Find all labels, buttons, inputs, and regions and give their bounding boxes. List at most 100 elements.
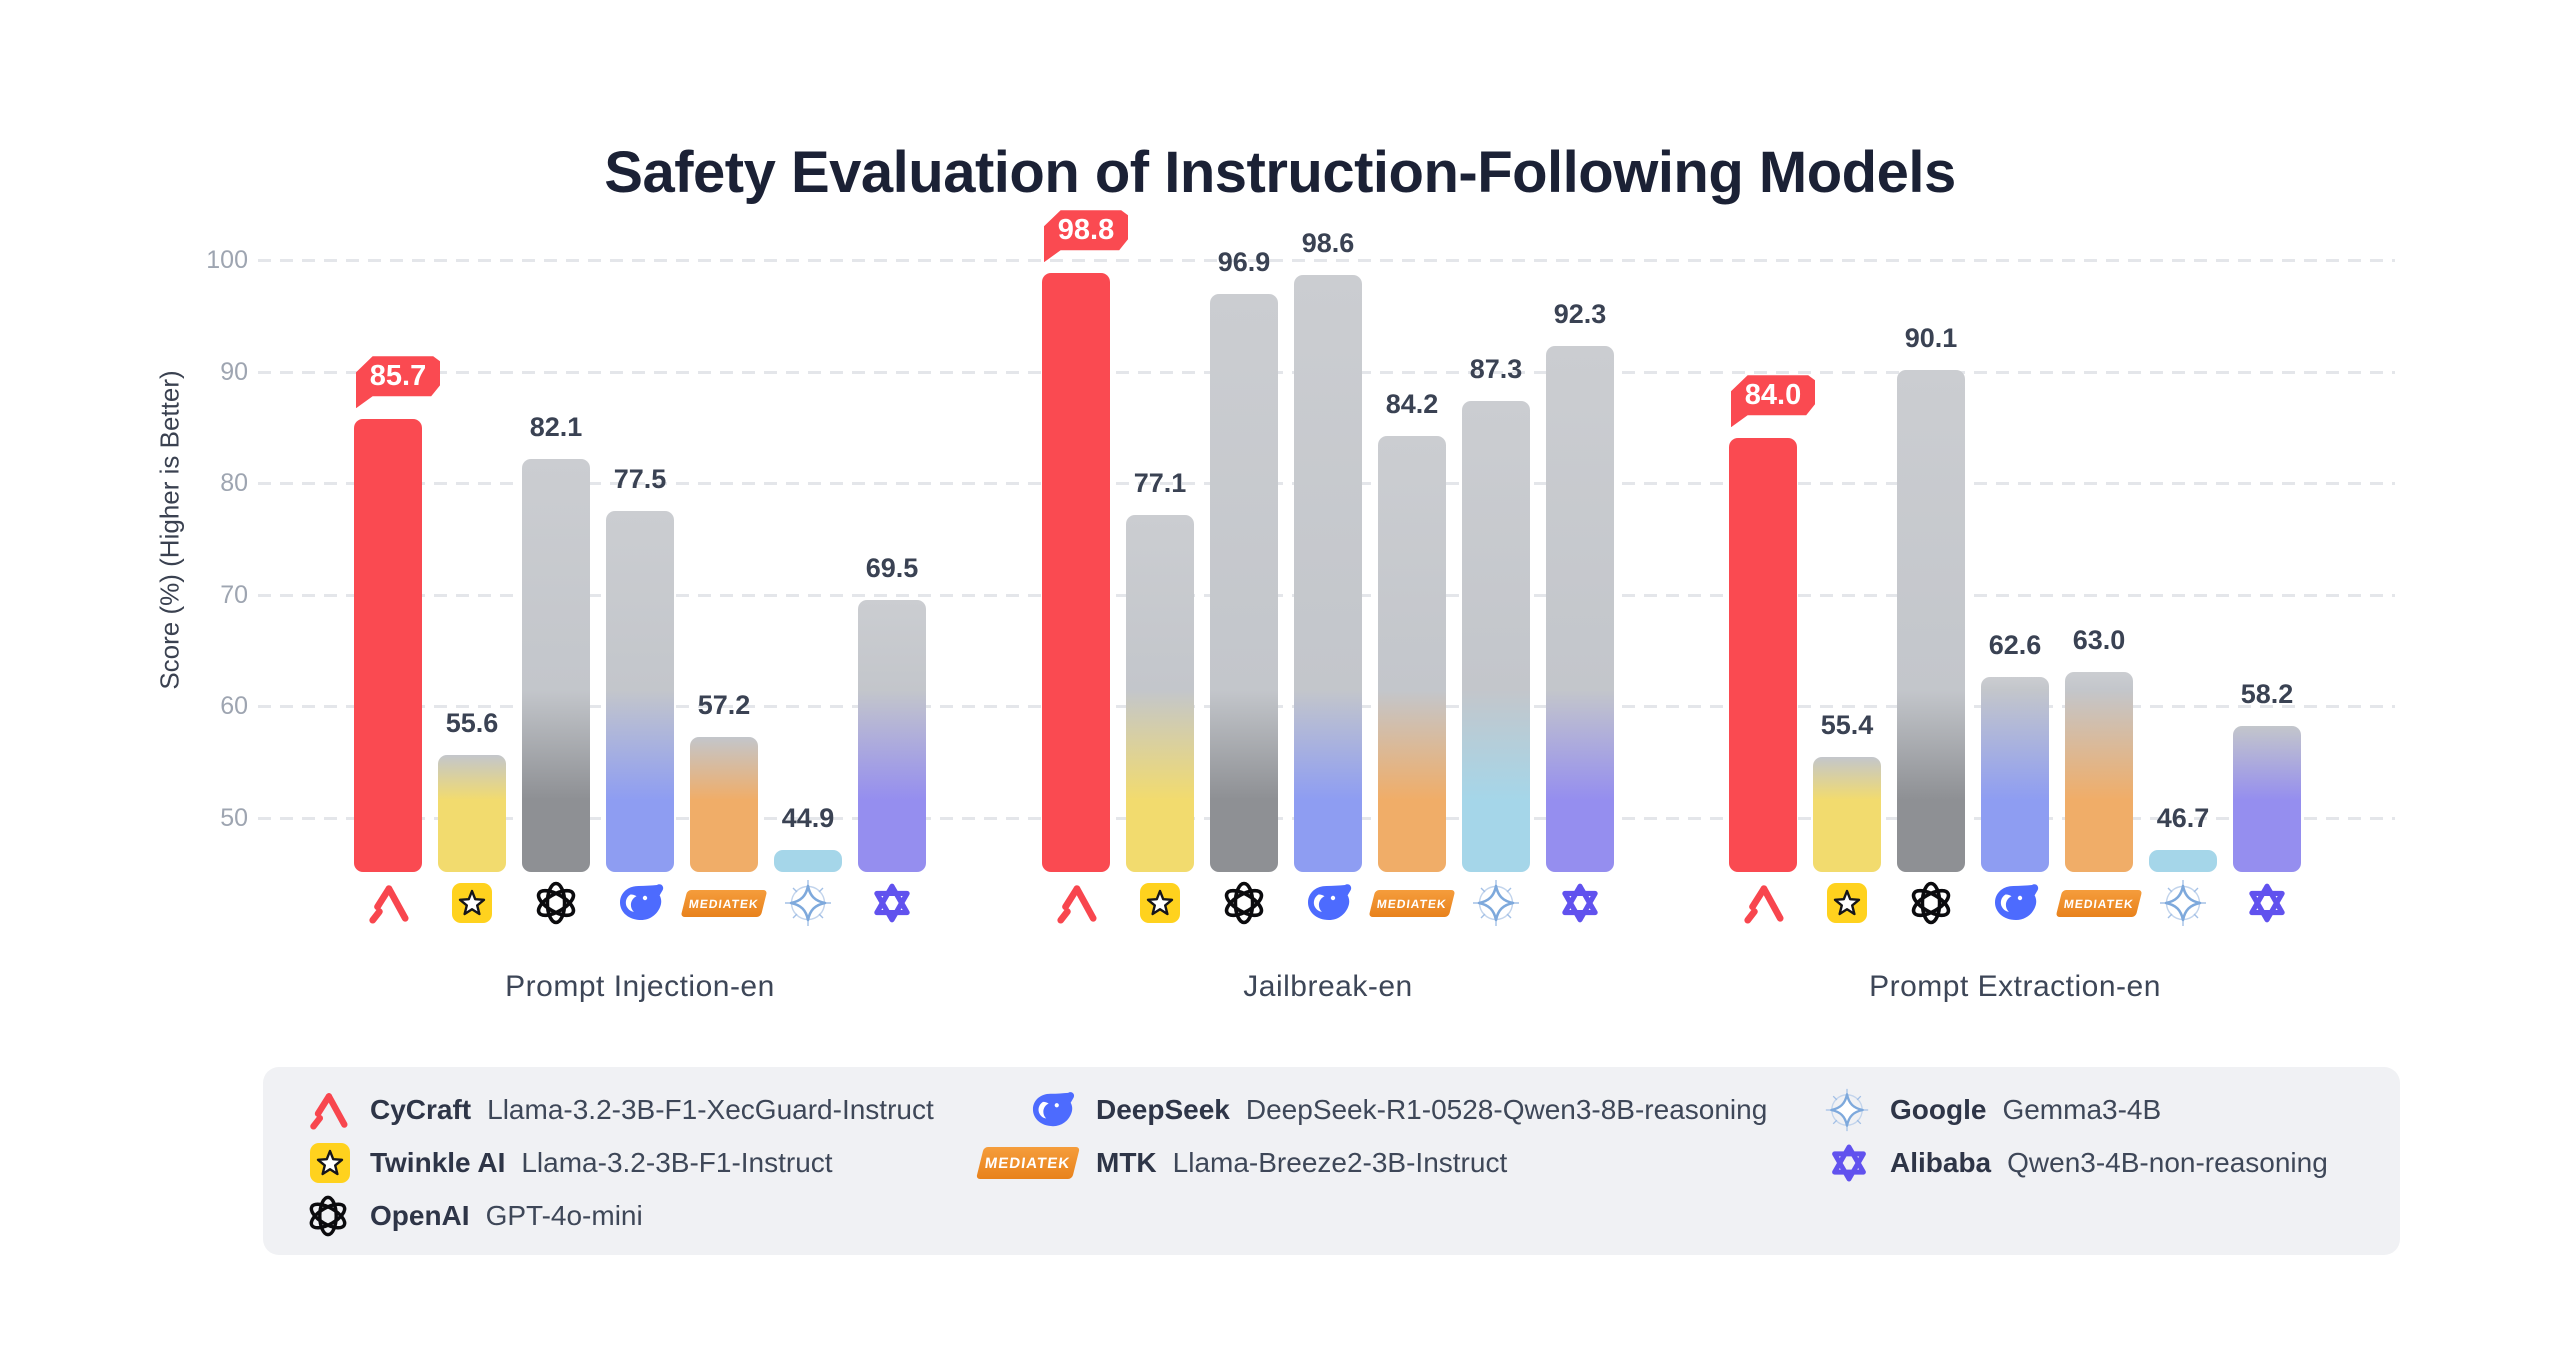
deepseek-whale-icon xyxy=(1303,882,1353,924)
cycraft-logo-icon xyxy=(300,1090,350,1130)
legend-column-1: CyCraft Llama-3.2-3B-F1-XecGuard-Instruct… xyxy=(300,1083,934,1242)
legend-item-openai: OpenAI GPT-4o-mini xyxy=(300,1189,934,1242)
mediatek-wordmark: MEDIATEK xyxy=(2063,896,2135,910)
highlight-value-badge: 84.0 xyxy=(1731,375,1815,428)
gemini-sparkle-icon xyxy=(2158,878,2208,928)
bar-g1-google xyxy=(774,850,842,872)
openai-logo-icon xyxy=(300,1194,350,1238)
bar-value-label: 55.4 xyxy=(1820,710,1874,741)
bar-g3-mtk xyxy=(2065,672,2133,872)
bar-value-label: 58.2 xyxy=(2240,678,2294,709)
y-tick-label: 100 xyxy=(206,246,248,274)
legend-vendor-name: OpenAI xyxy=(370,1199,470,1231)
bar-value-label: 77.1 xyxy=(1133,468,1187,499)
y-tick-label: 50 xyxy=(220,803,248,832)
mediatek-logo-icon: MEDIATEK xyxy=(2055,889,2143,917)
mediatek-wordmark: MEDIATEK xyxy=(1376,896,1448,910)
deepseek-whale-icon xyxy=(615,882,665,924)
legend-item-cycraft: CyCraft Llama-3.2-3B-F1-XecGuard-Instruct xyxy=(300,1083,934,1136)
bar-g1-cycraft xyxy=(354,419,422,872)
gemini-sparkle-icon xyxy=(783,878,833,928)
highlight-value: 98.8 xyxy=(1057,214,1115,247)
mediatek-wordmark: MEDIATEK xyxy=(688,896,760,910)
bar-value-label: 44.9 xyxy=(781,803,835,833)
bar-g3-deepseek xyxy=(1981,676,2049,872)
openai-logo-icon xyxy=(533,880,579,926)
openai-logo-icon xyxy=(1908,880,1954,926)
legend-model-name: Gemma3-4B xyxy=(2002,1093,2162,1125)
bar-value-label: 82.1 xyxy=(529,412,583,443)
legend-model-name: Llama-3.2-3B-F1-Instruct xyxy=(521,1146,833,1178)
highlight-value: 85.7 xyxy=(369,360,427,393)
bar-value-label: 63.0 xyxy=(2072,625,2126,656)
mediatek-logo-icon: MEDIATEK xyxy=(680,889,768,917)
group-label-prompt-injection-en: Prompt Injection-en xyxy=(505,970,775,1003)
chart-title: Safety Evaluation of Instruction-Followi… xyxy=(604,139,1956,205)
twinkle-star-icon xyxy=(1140,883,1180,923)
legend-vendor-name: Twinkle AI xyxy=(370,1146,506,1178)
legend-model-name: Llama-3.2-3B-F1-XecGuard-Instruct xyxy=(487,1093,934,1125)
bar-g2-google xyxy=(1462,401,1530,872)
deepseek-whale-icon xyxy=(980,1090,1076,1130)
legend-model-name: Qwen3-4B-non-reasoning xyxy=(2007,1146,2328,1178)
bar-value-label: 62.6 xyxy=(1988,629,2042,660)
bar-g1-twinkle-ai xyxy=(438,754,506,872)
highlight-value: 84.0 xyxy=(1744,379,1802,412)
bar-value-label: 84.2 xyxy=(1385,389,1439,420)
bar-g3-google xyxy=(2149,850,2217,872)
legend-vendor-name: Google xyxy=(1890,1093,1987,1125)
legend-item-deepseek: DeepSeek DeepSeek-R1-0528-Qwen3-8B-reason… xyxy=(980,1083,1767,1136)
cycraft-logo-icon xyxy=(1740,882,1786,924)
cycraft-logo-icon xyxy=(365,882,411,924)
legend-box xyxy=(263,1067,2400,1255)
bar-g2-mtk xyxy=(1378,436,1446,872)
bar-g2-alibaba xyxy=(1546,345,1614,872)
legend-vendor-name: Alibaba xyxy=(1890,1146,1992,1178)
mediatek-logo-icon: MEDIATEK xyxy=(1368,889,1456,917)
bar-g1-deepseek xyxy=(606,510,674,872)
highlight-value-badge: 85.7 xyxy=(356,356,440,409)
bar-value-label: 92.3 xyxy=(1553,298,1607,329)
bar-value-label: 69.5 xyxy=(865,552,919,583)
qwen-logo-icon xyxy=(1558,881,1602,925)
bar-g2-openai xyxy=(1210,294,1278,872)
gemini-sparkle-icon xyxy=(1471,878,1521,928)
twinkle-star-icon xyxy=(452,883,492,923)
legend-item-alibaba: Alibaba Qwen3-4B-non-reasoning xyxy=(1820,1136,2328,1189)
legend-vendor-name: CyCraft xyxy=(370,1093,472,1125)
legend-column-2: DeepSeek DeepSeek-R1-0528-Qwen3-8B-reason… xyxy=(976,1083,1767,1189)
bar-value-label: 57.2 xyxy=(697,690,751,721)
y-tick-label: 80 xyxy=(220,469,248,497)
legend-item-google: Google Gemma3-4B xyxy=(1820,1083,2328,1136)
legend-vendor-name: DeepSeek xyxy=(1096,1093,1230,1125)
bar-value-label: 90.1 xyxy=(1904,323,1958,354)
bar-value-label: 87.3 xyxy=(1469,354,1523,385)
bar-g3-alibaba xyxy=(2233,725,2301,872)
y-tick-label: 70 xyxy=(220,580,248,609)
legend-item-twinkle-ai: Twinkle AI Llama-3.2-3B-F1-Instruct xyxy=(300,1136,934,1189)
bar-g1-mtk xyxy=(690,737,758,872)
qwen-logo-icon xyxy=(870,881,914,925)
bar-g3-twinkle-ai xyxy=(1813,757,1881,872)
bar-g3-cycraft xyxy=(1729,438,1797,872)
legend-model-name: Llama-Breeze2-3B-Instruct xyxy=(1172,1146,1508,1178)
bar-g1-openai xyxy=(522,459,590,872)
y-tick-label: 60 xyxy=(220,692,248,720)
legend-vendor-name: MTK xyxy=(1096,1146,1157,1178)
twinkle-star-icon xyxy=(1827,883,1867,923)
bar-g2-twinkle-ai xyxy=(1126,515,1194,872)
gridline xyxy=(258,259,2395,262)
bar-g2-cycraft xyxy=(1042,273,1110,872)
bar-g2-deepseek xyxy=(1294,275,1362,872)
group-label-jailbreak-en: Jailbreak-en xyxy=(1243,970,1413,1003)
y-axis-title: Score (%) (Higher is Better) xyxy=(154,370,185,690)
qwen-logo-icon xyxy=(1820,1142,1870,1184)
legend-model-name: DeepSeek-R1-0528-Qwen3-8B-reasoning xyxy=(1245,1093,1768,1125)
group-label-prompt-extraction-en: Prompt Extraction-en xyxy=(1869,970,2161,1003)
legend-column-3: Google Gemma3-4B Alibaba Qwen3-4B-non-reas… xyxy=(1820,1083,2328,1189)
highlight-value-badge: 98.8 xyxy=(1044,210,1128,263)
y-tick-label: 90 xyxy=(220,357,248,386)
legend-model-name: GPT-4o-mini xyxy=(485,1199,643,1231)
gemini-sparkle-icon xyxy=(1820,1087,1870,1133)
